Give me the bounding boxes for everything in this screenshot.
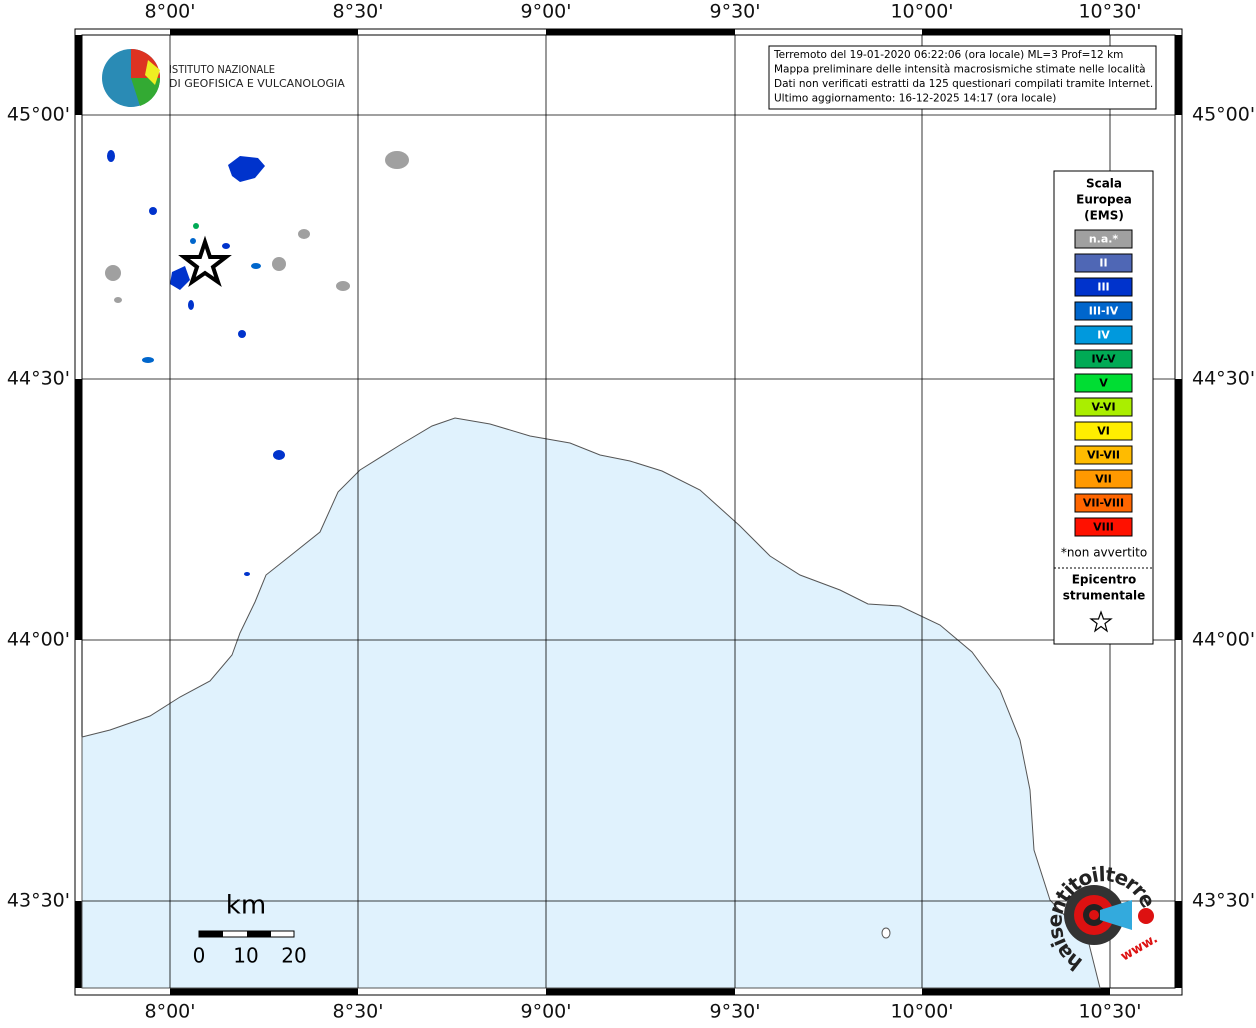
lon-label: 9°00' — [521, 1, 572, 23]
lat-label: 44°00' — [1192, 629, 1255, 651]
lat-label: 45°00' — [1192, 104, 1255, 126]
legend-swatch — [1074, 445, 1133, 465]
frame-segment — [75, 35, 82, 115]
legend-swatch — [1074, 253, 1133, 273]
legend-label: II — [1099, 257, 1107, 270]
lon-label: 8°30' — [333, 1001, 384, 1023]
frame-segment — [1175, 901, 1182, 988]
frame-segment — [170, 29, 358, 35]
lon-label: 10°30' — [1078, 1001, 1141, 1023]
lat-label: 45°00' — [7, 104, 70, 126]
info-line: Mappa preliminare delle intensità macros… — [774, 64, 1146, 76]
legend-label: VI — [1097, 425, 1110, 438]
legend-label: III — [1097, 281, 1109, 294]
scale-label: 20 — [281, 944, 306, 968]
info-line: Ultimo aggiornamento: 16-12-2025 14:17 (… — [774, 93, 1056, 105]
legend-swatch — [1074, 277, 1133, 297]
frame-segment — [546, 29, 735, 35]
info-box — [768, 45, 1157, 110]
lon-label: 10°00' — [890, 1001, 953, 1023]
lon-label: 9°30' — [710, 1, 761, 23]
lon-label: 9°30' — [710, 1001, 761, 1023]
frame-segment — [546, 988, 735, 995]
legend-label: III-IV — [1089, 305, 1119, 318]
epicenter-star — [178, 235, 232, 288]
legend: ScalaEuropea(EMS)n.a.*IIIIIIII-IVIVIV-VV… — [1061, 177, 1147, 603]
frame-segment — [922, 29, 1110, 35]
scale-bar: km 0 10 20 — [193, 891, 307, 968]
lat-label: 43°30' — [1192, 890, 1255, 912]
legend-star — [1089, 610, 1113, 633]
legend-label: V-VI — [1091, 401, 1115, 414]
legend-title: Scala — [1086, 177, 1122, 191]
lon-label: 8°30' — [333, 1, 384, 23]
legend-swatch — [1074, 349, 1133, 369]
lon-label: 10°00' — [890, 1, 953, 23]
frame-segment — [75, 901, 82, 988]
frame-segment — [922, 988, 1110, 995]
legend-swatch — [1074, 373, 1133, 393]
lat-label: 44°00' — [7, 629, 70, 651]
frame-segment — [75, 379, 82, 640]
legend-swatch — [1074, 517, 1133, 537]
legend-swatch — [1074, 301, 1133, 321]
lon-label: 9°00' — [521, 1001, 572, 1023]
graticule — [82, 35, 1175, 988]
scale-label: 0 — [193, 944, 206, 968]
legend-label: V — [1099, 377, 1108, 390]
info-line: Terremoto del 19-01-2020 06:22:06 (ora l… — [773, 49, 1123, 61]
legend-epicenter: strumentale — [1063, 589, 1146, 603]
legend-label: n.a.* — [1089, 233, 1119, 246]
lat-label: 44°30' — [1192, 368, 1255, 390]
legend-label: IV-V — [1091, 353, 1116, 366]
legend-swatch — [1074, 229, 1133, 249]
legend-swatch — [1074, 421, 1133, 441]
sea — [81, 417, 1101, 989]
info-text: Terremoto del 19-01-2020 06:22:06 (ora l… — [773, 49, 1153, 105]
logo-text: ISTITUTO NAZIONALE — [169, 63, 275, 76]
info-line: Dati non verificati estratti da 125 ques… — [774, 78, 1153, 90]
frame-segment — [1175, 35, 1182, 115]
frame-segment — [1175, 379, 1182, 640]
intensity-areas — [105, 150, 891, 939]
legend-label: VIII — [1093, 521, 1114, 534]
logo-text: DI GEOFISICA E VULCANOLOGIA — [169, 77, 345, 90]
scale-label: 10 — [233, 944, 258, 968]
ingv-logo: ISTITUTO NAZIONALE DI GEOFISICA E VULCAN… — [102, 49, 345, 107]
legend-swatch — [1074, 469, 1133, 489]
frame-segment — [170, 988, 358, 995]
lon-label: 10°30' — [1078, 1, 1141, 23]
legend-title: (EMS) — [1084, 209, 1124, 223]
legend-label: IV — [1097, 329, 1110, 342]
legend-swatch — [1074, 397, 1133, 417]
legend-epicenter: Epicentro — [1072, 573, 1137, 587]
lon-label: 8°00' — [145, 1, 196, 23]
legend-note: *non avvertito — [1061, 546, 1147, 560]
legend-label: VII — [1095, 473, 1112, 486]
lat-label: 43°30' — [7, 890, 70, 912]
legend-swatch — [1074, 325, 1133, 345]
legend-swatch — [1074, 493, 1133, 513]
lat-label: 44°30' — [7, 368, 70, 390]
legend-label: VII-VIII — [1083, 497, 1124, 510]
legend-label: VI-VII — [1087, 449, 1120, 462]
legend-title: Europea — [1076, 193, 1132, 207]
lon-label: 8°00' — [145, 1001, 196, 1023]
scale-unit: km — [226, 891, 266, 921]
